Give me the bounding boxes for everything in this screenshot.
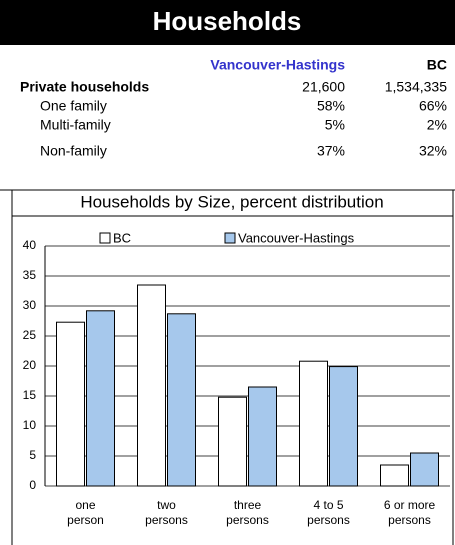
bar bbox=[299, 360, 328, 487]
legend-label: BC bbox=[113, 230, 131, 245]
cell: 21,600 bbox=[302, 79, 345, 95]
x-tick-label: 6 or more persons bbox=[383, 498, 436, 527]
cell: 66% bbox=[419, 98, 447, 114]
column-header: BC bbox=[427, 57, 447, 73]
row-label: Non-family bbox=[40, 143, 107, 159]
cell: 2% bbox=[427, 117, 447, 133]
x-tick-label: three persons bbox=[226, 498, 269, 527]
bar bbox=[86, 310, 115, 487]
bar bbox=[167, 313, 196, 487]
y-tick-label: 25 bbox=[23, 328, 37, 342]
cell: 37% bbox=[317, 143, 345, 159]
title-bar bbox=[0, 0, 455, 45]
row-label: Private households bbox=[20, 79, 149, 95]
bar bbox=[248, 386, 277, 487]
bar bbox=[137, 284, 166, 487]
y-tick-label: 0 bbox=[29, 478, 36, 492]
row-label: One family bbox=[40, 98, 107, 114]
row-label: Multi-family bbox=[40, 117, 111, 133]
legend-swatch bbox=[224, 232, 236, 244]
cell: 32% bbox=[419, 143, 447, 159]
y-tick-label: 5 bbox=[29, 448, 36, 462]
y-tick-label: 15 bbox=[23, 388, 37, 402]
column-header: Vancouver-Hastings bbox=[210, 57, 345, 73]
bar bbox=[329, 366, 358, 487]
x-tick-label: two persons bbox=[145, 498, 188, 527]
y-tick-label: 20 bbox=[23, 358, 37, 372]
y-tick-label: 35 bbox=[23, 268, 37, 282]
cell: 58% bbox=[317, 98, 345, 114]
legend-swatch bbox=[99, 232, 111, 244]
x-tick-label: one person bbox=[67, 498, 104, 527]
cell: 5% bbox=[325, 117, 345, 133]
bar bbox=[56, 321, 85, 487]
legend-label: Vancouver-Hastings bbox=[238, 230, 355, 245]
chart-title: Households by Size, percent distribution bbox=[80, 192, 383, 211]
bar bbox=[380, 464, 409, 487]
page-title: Households bbox=[153, 6, 302, 36]
y-tick-label: 30 bbox=[23, 298, 37, 312]
bar bbox=[218, 396, 247, 487]
x-tick-label: 4 to 5 persons bbox=[307, 498, 350, 527]
bar bbox=[410, 452, 439, 487]
cell: 1,534,335 bbox=[385, 79, 447, 95]
y-tick-label: 10 bbox=[23, 418, 37, 432]
y-tick-label: 40 bbox=[23, 238, 37, 252]
